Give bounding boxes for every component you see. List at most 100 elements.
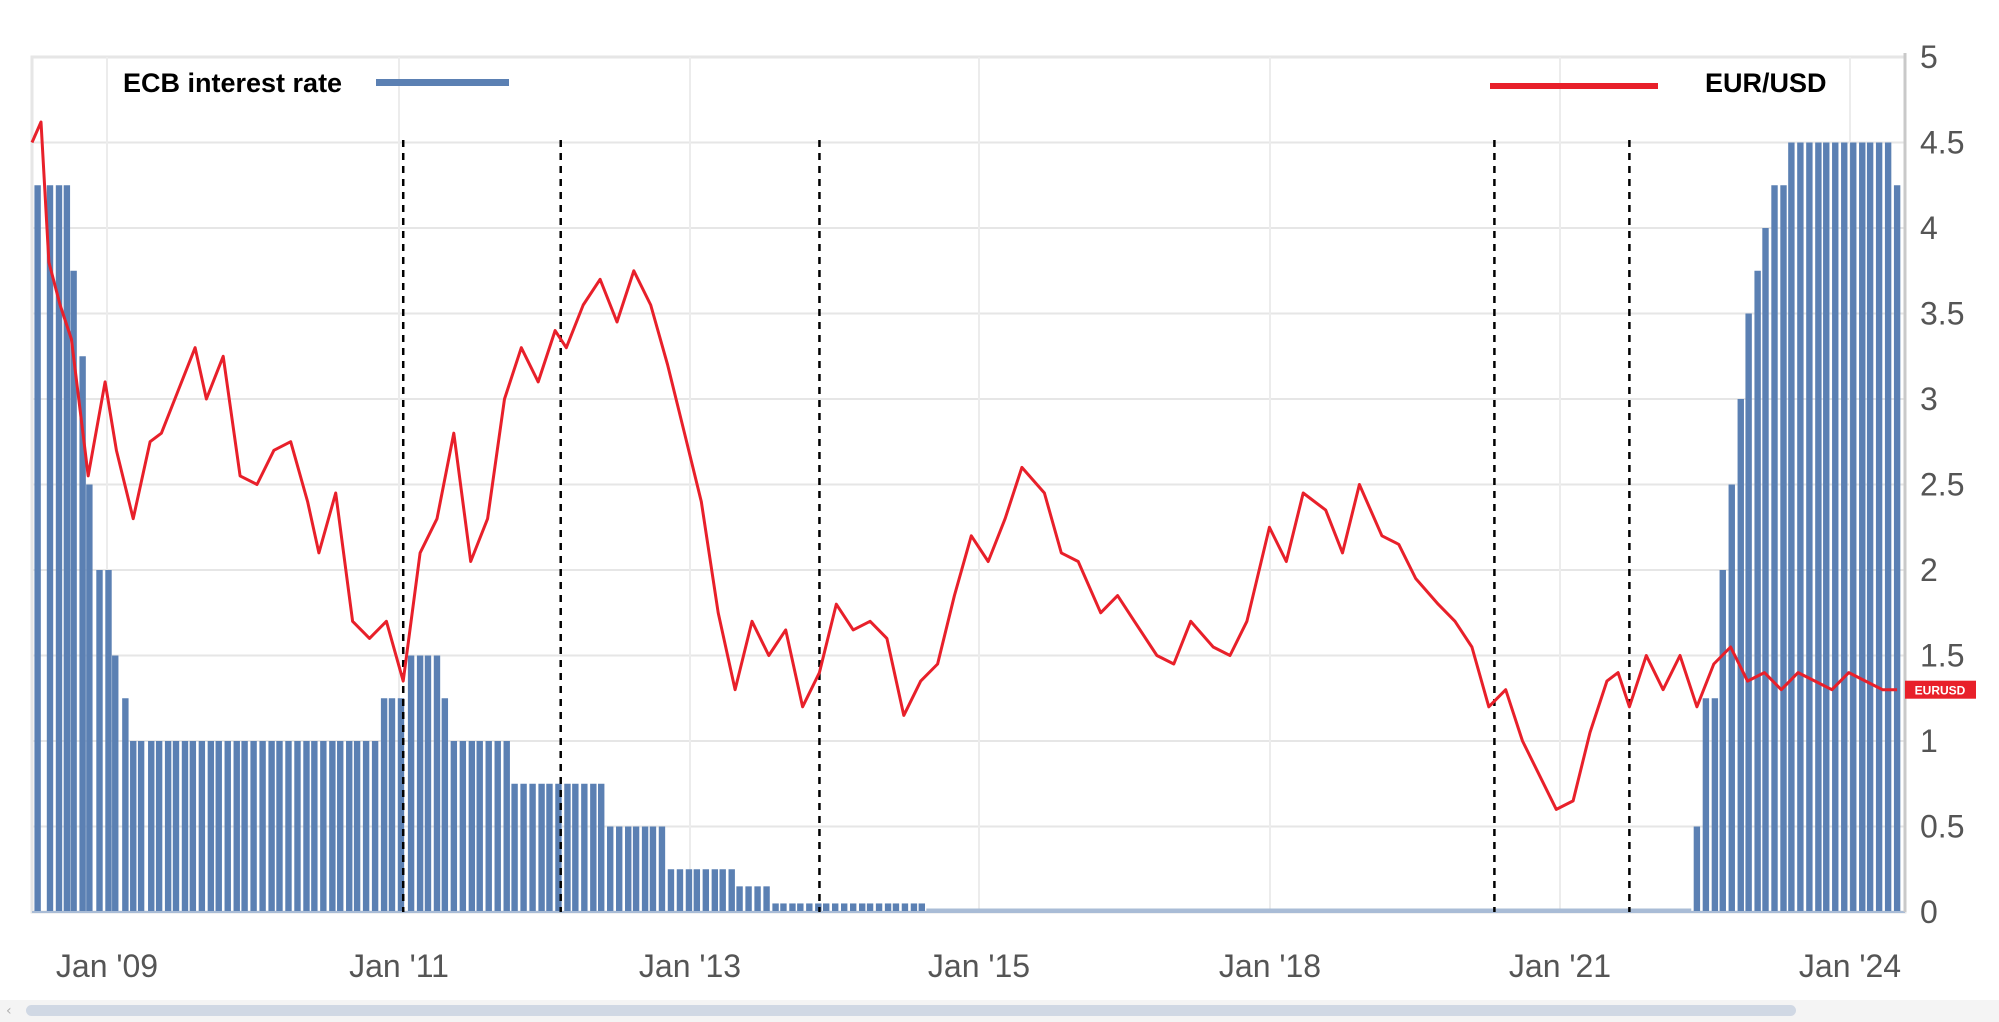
ecb-rate-bar	[529, 783, 536, 912]
ecb-rate-bar	[181, 741, 189, 912]
eurusd-badge: EURUSD	[1905, 680, 1976, 699]
ecb-rate-bar	[736, 886, 743, 912]
y-tick-label: 2.5	[1920, 467, 1964, 503]
ecb-rate-bar	[546, 783, 553, 912]
ecb-rate-bar	[1893, 185, 1901, 912]
ecb-rate-bar	[658, 826, 666, 912]
ecb-rate-bar	[910, 903, 918, 912]
ecb-rate-bar	[1875, 142, 1883, 912]
ecb-rate-bar	[320, 741, 327, 912]
ecb-rate-bar	[745, 886, 752, 912]
y-tick-label: 0	[1920, 894, 1938, 930]
ecb-rate-bar	[607, 826, 614, 912]
ecb-rate-bar	[397, 698, 405, 912]
ecb-rate-bar	[772, 903, 779, 912]
ecb-rate-bar	[728, 869, 735, 912]
ecb-rate-bar	[719, 869, 726, 912]
ecb-rate-bar	[754, 886, 761, 912]
ecb-rate-bar	[268, 741, 275, 912]
ecb-rate-bar	[1711, 698, 1719, 912]
ecb-rate-bar	[1850, 142, 1857, 912]
ecb-rate-bar	[294, 741, 301, 912]
legend-ecb-label: ECB interest rate	[123, 68, 342, 98]
ecb-rate-bar	[918, 903, 926, 912]
ecb-rate-bar	[459, 741, 467, 912]
ecb-rate-bar	[1823, 142, 1830, 912]
y-tick-label: 0.5	[1920, 809, 1964, 845]
ecb-rate-bar	[362, 741, 370, 912]
ecb-rate-bar	[105, 570, 112, 912]
ecb-rate-bar	[241, 741, 248, 912]
y-tick-label: 2	[1920, 552, 1938, 588]
ecb-rate-bar	[503, 741, 510, 912]
eurusd-line-layer	[30, 120, 1898, 811]
ecb-rate-bar	[1866, 142, 1874, 912]
ecb-rate-bar	[1771, 185, 1778, 912]
ecb-rate-bar	[311, 741, 318, 912]
ecb-rate-bar	[1815, 142, 1822, 912]
ecb-rate-bar	[86, 484, 93, 912]
ecb-rate-bar	[884, 903, 892, 912]
ecb-rate-bar	[276, 741, 283, 912]
ecb-rate-bar	[380, 698, 388, 912]
ecb-rate-bar	[259, 741, 266, 912]
legend-eurusd-swatch	[1490, 83, 1658, 89]
ecb-rate-bar	[189, 741, 197, 912]
ecb-rate-bar	[207, 741, 215, 912]
ecb-rate-bar	[416, 655, 424, 912]
ecb-rate-bar	[476, 741, 483, 912]
ecb-rate-bar	[780, 903, 787, 912]
ecb-rate-bar	[215, 741, 222, 912]
ecb-rate-bar	[1780, 185, 1787, 912]
ecb-rate-bar	[763, 886, 770, 912]
ecb-rate-bar	[424, 655, 432, 912]
ecb-bar-layer	[32, 142, 1905, 913]
ecb-rate-bar	[711, 869, 719, 912]
ecb-rate-bar	[250, 741, 257, 912]
x-tick-label: Jan '21	[1509, 948, 1611, 984]
ecb-rate-bar	[564, 783, 571, 912]
ecb-rate-bar	[1788, 142, 1795, 912]
ecb-rate-bar	[676, 869, 684, 912]
ecb-rate-bar	[901, 903, 909, 912]
scroll-left-arrow-icon[interactable]: ‹	[6, 1003, 12, 1019]
x-tick-label: Jan '18	[1219, 948, 1321, 984]
ecb-rate-bar	[172, 741, 180, 912]
ecb-rate-bar	[122, 698, 129, 912]
eurusd-badge-label: EURUSD	[1915, 684, 1966, 698]
ecb-rate-bar	[702, 869, 710, 912]
ecb-rate-bar	[34, 185, 41, 912]
legend-ecb-swatch	[376, 79, 509, 86]
ecb-rate-bar	[130, 741, 137, 912]
ecb-rate-bar	[164, 741, 172, 912]
ecb-rate-bar	[1832, 142, 1839, 912]
ecb-rate-bar	[1737, 399, 1744, 912]
ecb-rate-bar	[1859, 142, 1866, 912]
ecb-rate-bar	[155, 741, 163, 912]
eurusd-line	[30, 120, 1898, 811]
ecb-rate-bar	[598, 783, 605, 912]
ecb-rate-bar	[789, 903, 796, 912]
ecb-rate-bar	[616, 826, 623, 912]
ecb-rate-bar	[55, 185, 63, 912]
ecb-rate-bar	[1806, 142, 1813, 912]
ecb-rate-bar	[329, 741, 336, 912]
eurusd-badge-box	[1905, 680, 1976, 699]
ecb-rate-bar	[797, 903, 804, 912]
ecb-rate-bar	[371, 741, 379, 912]
ecb-rate-bar	[1841, 142, 1848, 912]
ecb-rate-bar	[831, 903, 839, 912]
ecb-rate-bar	[346, 741, 353, 912]
ecb-rate-bar	[148, 741, 155, 912]
ecb-rate-bar	[224, 741, 231, 912]
ecb-rate-bar	[388, 698, 396, 912]
scrollbar-thumb[interactable]	[26, 1005, 1796, 1016]
ecb-rate-bar	[494, 741, 501, 912]
x-tick-label: Jan '11	[349, 948, 449, 984]
y-tick-label: 1	[1920, 723, 1938, 759]
ecb-rate-bar	[1797, 142, 1804, 912]
y-tick-label: 3	[1920, 381, 1938, 417]
ecb-rate-bar	[303, 741, 310, 912]
